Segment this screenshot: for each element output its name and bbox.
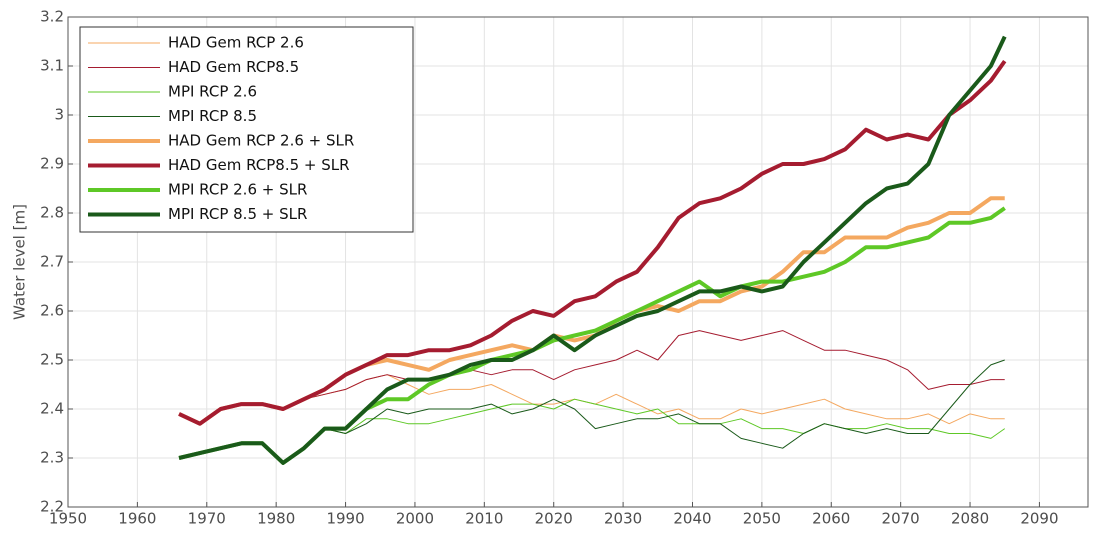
x-tick-label: 2050 xyxy=(743,510,781,528)
y-tick-label: 2.8 xyxy=(40,204,64,222)
x-tick-label: 2010 xyxy=(465,510,503,528)
y-axis-label: Water level [m] xyxy=(11,204,29,320)
legend-label: HAD Gem RCP8.5 + SLR xyxy=(168,156,350,174)
legend-box xyxy=(79,26,414,233)
y-tick-label: 2.3 xyxy=(40,449,64,467)
y-tick-label: 2.4 xyxy=(40,400,64,418)
x-tick-label: 2080 xyxy=(951,510,989,528)
legend-label: MPI RCP 8.5 xyxy=(168,107,257,125)
x-tick-label: 2030 xyxy=(604,510,642,528)
x-tick-label: 2090 xyxy=(1020,510,1058,528)
legend-label: MPI RCP 8.5 + SLR xyxy=(168,205,307,223)
legend-label: HAD Gem RCP 2.6 + SLR xyxy=(168,132,354,150)
y-tick-label: 2.2 xyxy=(40,498,64,516)
y-tick-label: 2.5 xyxy=(40,351,64,369)
y-tick-label: 3.1 xyxy=(40,57,64,75)
y-tick-label: 3 xyxy=(54,106,64,124)
x-tick-label: 2020 xyxy=(535,510,573,528)
x-tick-label: 1990 xyxy=(326,510,364,528)
axes-box xyxy=(67,16,1089,508)
x-tick-label: 1980 xyxy=(257,510,295,528)
series-line xyxy=(178,330,1005,425)
x-tick-label: 2000 xyxy=(396,510,434,528)
x-tick-label: 2040 xyxy=(673,510,711,528)
legend-label: HAD Gem RCP8.5 xyxy=(168,58,299,76)
legend: HAD Gem RCP 2.6 HAD Gem RCP8.5 MPI RCP 2.6… xyxy=(79,26,414,233)
legend-label: MPI RCP 2.6 + SLR xyxy=(168,181,307,199)
x-tick-label: 1950 xyxy=(49,510,87,528)
y-tick-label: 2.7 xyxy=(40,253,64,271)
x-tick-label: 1960 xyxy=(118,510,156,528)
x-tick-label: 2060 xyxy=(812,510,850,528)
x-tick-label: 2070 xyxy=(882,510,920,528)
x-tick-label: 1970 xyxy=(188,510,226,528)
y-tick-label: 2.9 xyxy=(40,155,64,173)
legend-label: HAD Gem RCP 2.6 xyxy=(168,34,304,52)
y-tick-label: 2.6 xyxy=(40,302,64,320)
series-line xyxy=(178,35,1007,465)
y-tick-label: 3.2 xyxy=(40,8,64,26)
legend-label: MPI RCP 2.6 xyxy=(168,83,257,101)
series-line xyxy=(178,59,1007,426)
